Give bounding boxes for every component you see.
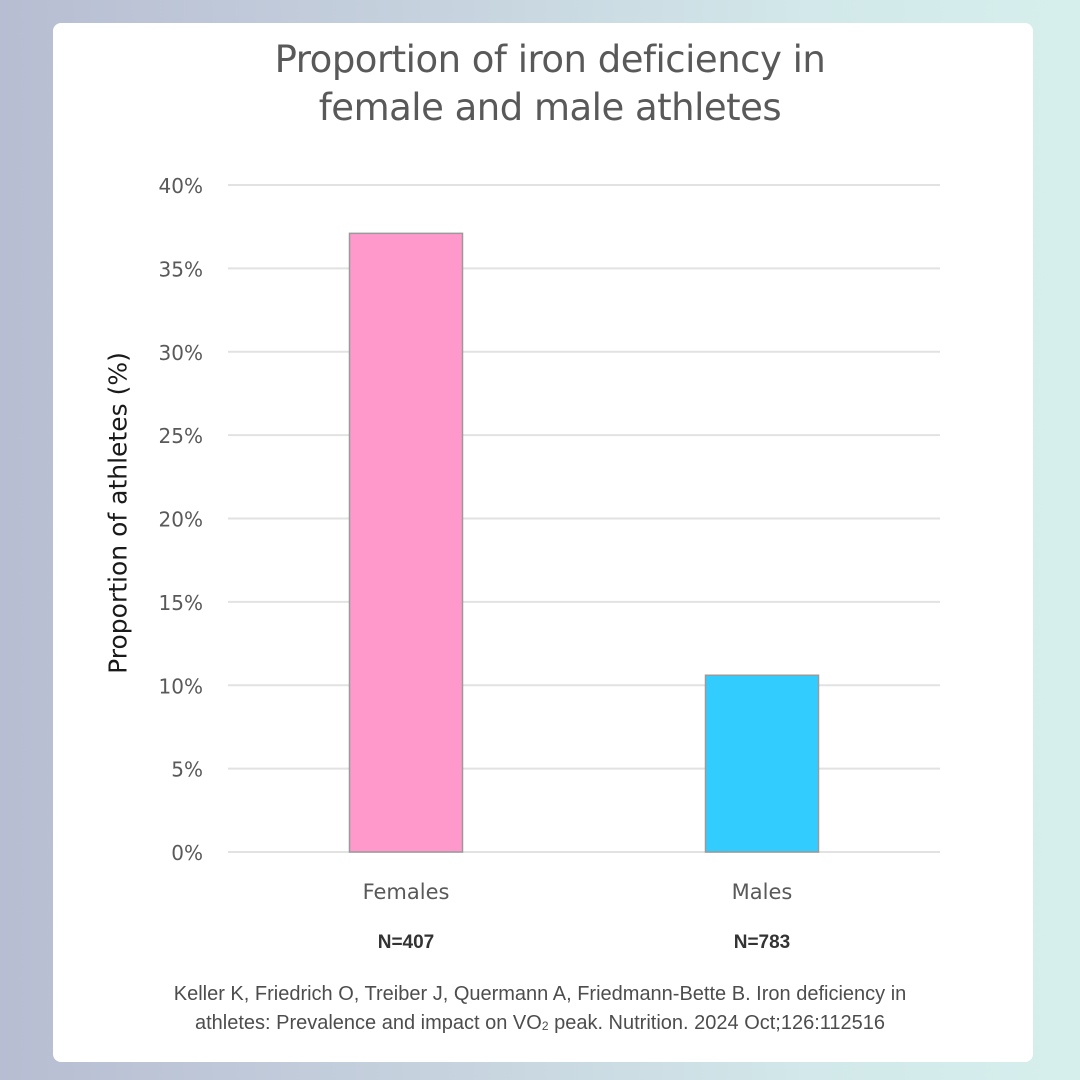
citation-line-2-end: peak. Nutrition. 2024 Oct;126:112516 bbox=[548, 1012, 886, 1034]
y-axis-label: Proportion of athletes (%) bbox=[103, 352, 133, 674]
bars bbox=[348, 232, 820, 853]
sample-size-label: N=783 bbox=[734, 932, 791, 953]
citation-line-2-start: athletes: Prevalence and impact on VO bbox=[194, 1012, 542, 1034]
y-tick-label: 30% bbox=[159, 341, 203, 365]
y-tick-label: 5% bbox=[171, 758, 203, 782]
y-tick-label: 35% bbox=[159, 257, 203, 281]
x-tick-label: Females bbox=[363, 880, 450, 904]
x-tick-label: Males bbox=[732, 880, 793, 904]
bar-females bbox=[348, 232, 464, 853]
sample-size-label: N=407 bbox=[378, 932, 435, 953]
bar-males bbox=[704, 674, 820, 853]
y-tick-label: 0% bbox=[171, 841, 203, 865]
x-tick-labels: Females N=407 Males N=783 bbox=[363, 880, 793, 953]
citation-subscript: 2 bbox=[541, 1019, 549, 1033]
y-tick-label: 15% bbox=[159, 591, 203, 615]
citation: Keller K, Friedrich O, Treiber J, Querma… bbox=[0, 980, 1080, 1040]
chart-title: Proportion of iron deficiency in female … bbox=[0, 36, 1080, 132]
chart-title-line-1: Proportion of iron deficiency in bbox=[274, 38, 826, 81]
gridlines bbox=[228, 184, 940, 853]
y-tick-label: 40% bbox=[159, 174, 203, 198]
citation-line-2: athletes: Prevalence and impact on VO2 p… bbox=[0, 1009, 1080, 1040]
chart-title-line-2: female and male athletes bbox=[318, 86, 782, 129]
y-tick-label: 20% bbox=[159, 508, 203, 532]
y-tick-labels: 0% 5% 10% 15% 20% 25% 30% 35% 40% bbox=[159, 174, 203, 865]
chart-card bbox=[53, 23, 1033, 1062]
y-tick-label: 25% bbox=[159, 424, 203, 448]
y-tick-label: 10% bbox=[159, 674, 203, 698]
citation-line-1: Keller K, Friedrich O, Treiber J, Querma… bbox=[173, 983, 907, 1005]
